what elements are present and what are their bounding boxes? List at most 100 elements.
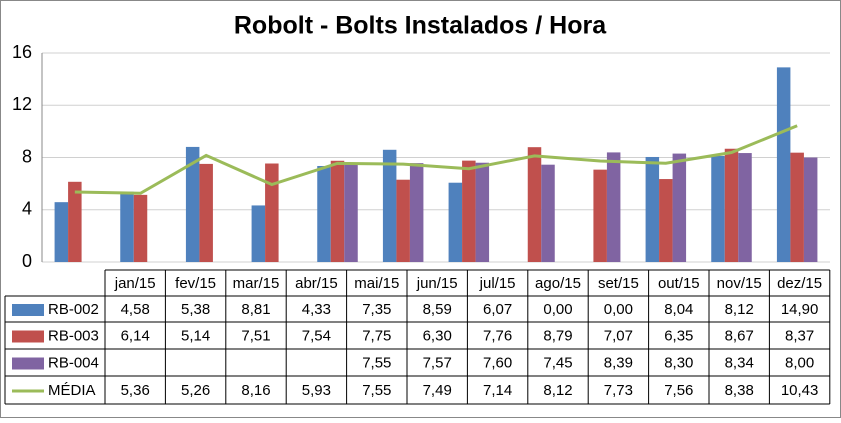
legend-label: RB-002: [48, 301, 99, 318]
bar: [120, 191, 134, 262]
legend-key: [12, 304, 44, 316]
bar: [672, 153, 687, 262]
table-value: 8,79: [543, 327, 572, 344]
table-value: 5,14: [181, 327, 210, 344]
table-value: 7,75: [362, 327, 391, 344]
table-value: 7,55: [362, 354, 391, 371]
table-value: 6,35: [664, 327, 693, 344]
bar: [54, 202, 69, 262]
table-value: 8,37: [785, 327, 814, 344]
y-tick-label: 4: [22, 199, 32, 219]
table-value: 6,07: [483, 301, 512, 318]
table-value: 8,38: [725, 382, 754, 399]
x-tick-label: ago/15: [535, 275, 581, 292]
table-value: 7,76: [483, 327, 512, 344]
table-value: 5,38: [181, 301, 210, 318]
table-value: 8,67: [725, 327, 754, 344]
legend-label: MÉDIA: [48, 382, 96, 399]
line-series: [74, 124, 798, 195]
bar: [803, 157, 818, 262]
table-value: 14,90: [781, 301, 819, 318]
x-tick-label: fev/15: [175, 275, 216, 292]
table-value: 7,56: [664, 382, 693, 399]
bar: [645, 156, 660, 262]
table-value: 8,12: [725, 301, 754, 318]
bar: [711, 155, 725, 262]
table-value: 8,16: [241, 382, 270, 399]
legend-key: [12, 357, 44, 370]
bar: [265, 163, 279, 262]
table-value: 7,73: [604, 382, 633, 399]
table-value: 7,60: [483, 354, 512, 371]
bar: [527, 147, 542, 262]
table-value: 7,51: [241, 327, 270, 344]
x-tick-label: nov/15: [717, 275, 762, 292]
table-value: 8,34: [725, 354, 754, 371]
bar: [475, 162, 490, 262]
table-value: 4,58: [121, 301, 150, 318]
bar: [317, 165, 331, 262]
table-value: 8,59: [423, 301, 452, 318]
bar: [185, 146, 200, 262]
bar: [659, 179, 673, 262]
x-tick-label: mai/15: [354, 275, 399, 292]
y-tick-label: 0: [22, 251, 32, 271]
table-value: 7,35: [362, 301, 391, 318]
legend-label: RB-003: [48, 327, 99, 344]
table-value: 6,14: [121, 327, 150, 344]
bar: [199, 163, 213, 262]
bar: [133, 194, 148, 262]
table-value: 8,12: [543, 382, 572, 399]
y-tick-label: 16: [12, 42, 32, 62]
bar: [606, 152, 621, 262]
table-value: 7,14: [483, 382, 512, 399]
x-tick-label: abr/15: [295, 275, 338, 292]
table-value: 6,30: [423, 327, 452, 344]
table-value: 5,36: [121, 382, 150, 399]
bar: [724, 148, 739, 262]
bar: [541, 164, 555, 262]
table-value: 4,33: [302, 301, 331, 318]
table-value: 5,93: [302, 382, 331, 399]
table-value: 7,54: [302, 327, 331, 344]
bar: [448, 182, 463, 262]
legend-key: [12, 330, 44, 343]
x-tick-label: jan/15: [114, 275, 156, 292]
bar: [790, 152, 804, 262]
table-value: 8,81: [241, 301, 270, 318]
table-value: 10,43: [781, 382, 819, 399]
bar: [462, 160, 476, 262]
y-tick-label: 8: [22, 146, 32, 166]
bar: [738, 153, 752, 262]
x-tick-label: out/15: [658, 275, 700, 292]
chart-title: Robolt - Bolts Instalados / Hora: [234, 12, 607, 40]
table-value: 7,57: [423, 354, 452, 371]
table-value: 5,26: [181, 382, 210, 399]
bar: [251, 205, 266, 262]
table-value: 8,00: [785, 354, 814, 371]
bar: [68, 181, 82, 262]
bar: [330, 160, 345, 262]
x-tick-label: mar/15: [233, 275, 280, 292]
bar: [593, 169, 607, 262]
bar: [409, 163, 424, 262]
table-value: 7,55: [362, 382, 391, 399]
table-value: 7,45: [543, 354, 572, 371]
bar: [344, 163, 358, 262]
y-tick-label: 12: [12, 94, 32, 114]
table-value: 7,07: [604, 327, 633, 344]
legend-label: RB-004: [48, 354, 99, 371]
table-value: 8,30: [664, 354, 693, 371]
x-tick-label: set/15: [598, 275, 639, 292]
table-value: 8,39: [604, 354, 633, 371]
x-tick-label: jul/15: [479, 275, 516, 292]
table-value: 0,00: [604, 301, 633, 318]
bar: [776, 67, 791, 263]
table-value: 0,00: [543, 301, 572, 318]
table-value: 8,04: [664, 301, 693, 318]
bar: [382, 149, 397, 262]
bar: [396, 179, 410, 262]
table-value: 7,49: [423, 382, 452, 399]
x-tick-label: jun/15: [416, 275, 458, 292]
